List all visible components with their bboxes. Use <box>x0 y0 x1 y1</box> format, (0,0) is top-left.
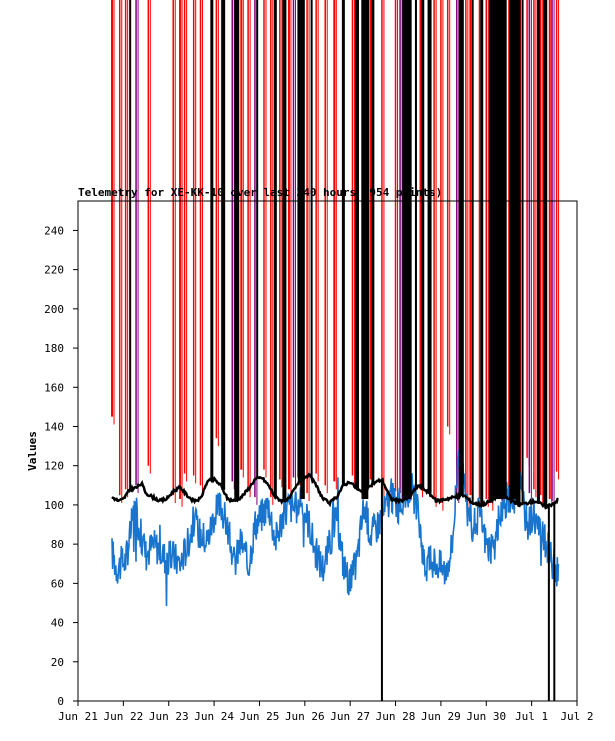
y-tick-label: 160 <box>44 381 64 394</box>
x-tick-label: Jul 2 <box>560 710 593 723</box>
y-tick-label: 200 <box>44 303 64 316</box>
y-tick-label: 60 <box>51 577 64 590</box>
y-tick-label: 100 <box>44 499 64 512</box>
y-tick-label: 180 <box>44 342 64 355</box>
series-line-black <box>111 472 559 510</box>
series-layer <box>111 0 560 701</box>
x-tick-label: Jun 26 <box>285 710 325 723</box>
x-tick-label: Jun 24 <box>194 710 234 723</box>
x-tick-label: Jun 29 <box>421 710 461 723</box>
x-tick-label: Jun 28 <box>376 710 416 723</box>
spike-band <box>511 0 521 500</box>
y-tick-label: 0 <box>57 695 64 708</box>
chart-title: Telemetry for XE-KK-10 over last 240 hou… <box>78 186 442 199</box>
y-tick-label: 140 <box>44 420 64 433</box>
x-tick-label: Jun 27 <box>330 710 370 723</box>
y-tick-label: 120 <box>44 460 64 473</box>
x-tick-label: Jun 21 <box>58 710 98 723</box>
y-tick-label: 40 <box>51 617 64 630</box>
y-tick-label: 240 <box>44 224 64 237</box>
x-tick-label: Jun 23 <box>149 710 189 723</box>
spike-band <box>490 0 507 500</box>
spike-band <box>361 0 369 500</box>
x-tick-label: Jun 30 <box>466 710 506 723</box>
series-line-blue <box>111 446 560 607</box>
spike-band <box>300 0 305 500</box>
y-axis-label: Values <box>26 431 39 471</box>
x-axis: Jun 21 Jun 22 Jun 23 Jun 24 Jun 25 Jun 26 Jun … <box>58 701 594 723</box>
x-tick-label: Jun 22 <box>103 710 143 723</box>
x-tick-label: Jun 25 <box>240 710 280 723</box>
y-tick-label: 20 <box>51 656 64 669</box>
spike-band <box>402 0 412 500</box>
plot-frame <box>77 200 578 702</box>
y-tick-label: 220 <box>44 264 64 277</box>
y-tick-label: 80 <box>51 538 64 551</box>
x-tick-label: Jul 1 <box>515 710 548 723</box>
y-axis: 0 20 40 60 80 100 120 140 160 180 200 220 240 <box>44 224 78 708</box>
